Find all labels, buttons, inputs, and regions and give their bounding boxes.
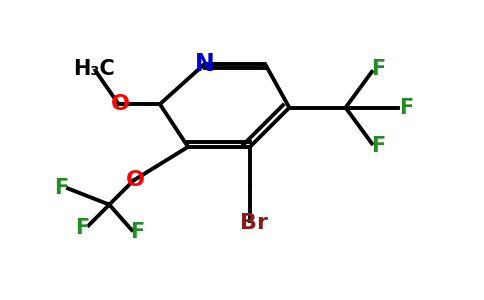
Text: F: F — [54, 178, 68, 199]
Text: F: F — [371, 59, 386, 80]
Text: Br: Br — [240, 213, 268, 233]
Text: F: F — [371, 136, 386, 156]
Text: F: F — [399, 98, 413, 118]
Text: H₃C: H₃C — [74, 59, 115, 80]
Text: F: F — [75, 218, 89, 238]
Text: O: O — [111, 94, 130, 114]
Text: F: F — [130, 222, 145, 242]
Text: N: N — [195, 52, 215, 76]
Text: O: O — [126, 170, 145, 190]
